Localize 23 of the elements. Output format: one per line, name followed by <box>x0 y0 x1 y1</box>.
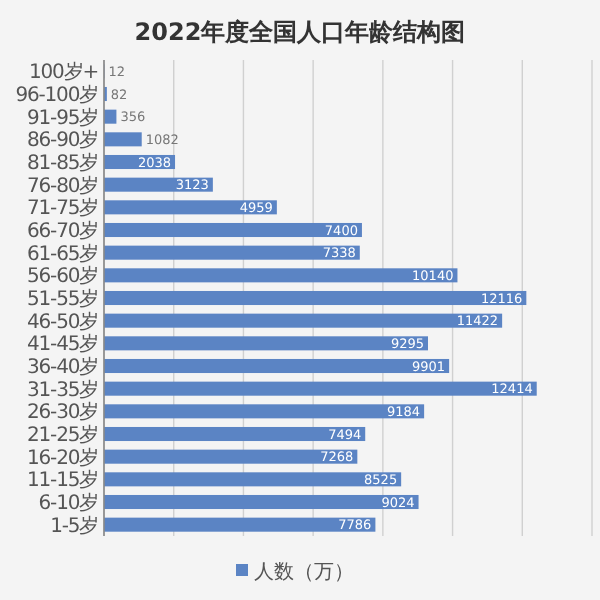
y-tick-label: 36-40岁 <box>27 355 98 379</box>
y-tick-label: 81-85岁 <box>27 151 98 175</box>
y-tick-label: 76-80岁 <box>27 173 98 198</box>
y-tick-label: 11-15岁 <box>27 468 98 493</box>
y-tick-label: 46-50岁 <box>27 309 98 334</box>
y-tick-label: 96-100岁 <box>15 83 98 107</box>
y-tick-label: 31-35岁 <box>27 377 98 402</box>
y-tick-label: 100岁+ <box>29 60 99 85</box>
y-tick-label: 51-55岁 <box>27 287 98 311</box>
y-tick-label: 91-95岁 <box>27 105 98 130</box>
y-tick-label: 56-60岁 <box>27 264 98 289</box>
y-tick-label: 21-25岁 <box>27 423 98 447</box>
y-tick-label: 66-70岁 <box>27 219 98 243</box>
y-tick-label: 41-45岁 <box>27 332 98 357</box>
y-tick-label: 1-5岁 <box>50 513 98 538</box>
y-tick-label: 6-10岁 <box>38 491 98 515</box>
legend-label: 人数（万） <box>254 562 354 584</box>
y-tick-label: 86-90岁 <box>27 128 98 153</box>
y-tick-label: 26-30岁 <box>27 400 98 425</box>
y-tick-label: 61-65岁 <box>27 241 98 266</box>
y-tick-label: 16-20岁 <box>27 445 98 470</box>
chart-title: 2022年度全国人口年龄结构图 <box>134 18 466 46</box>
y-tick-label: 71-75岁 <box>27 196 98 221</box>
